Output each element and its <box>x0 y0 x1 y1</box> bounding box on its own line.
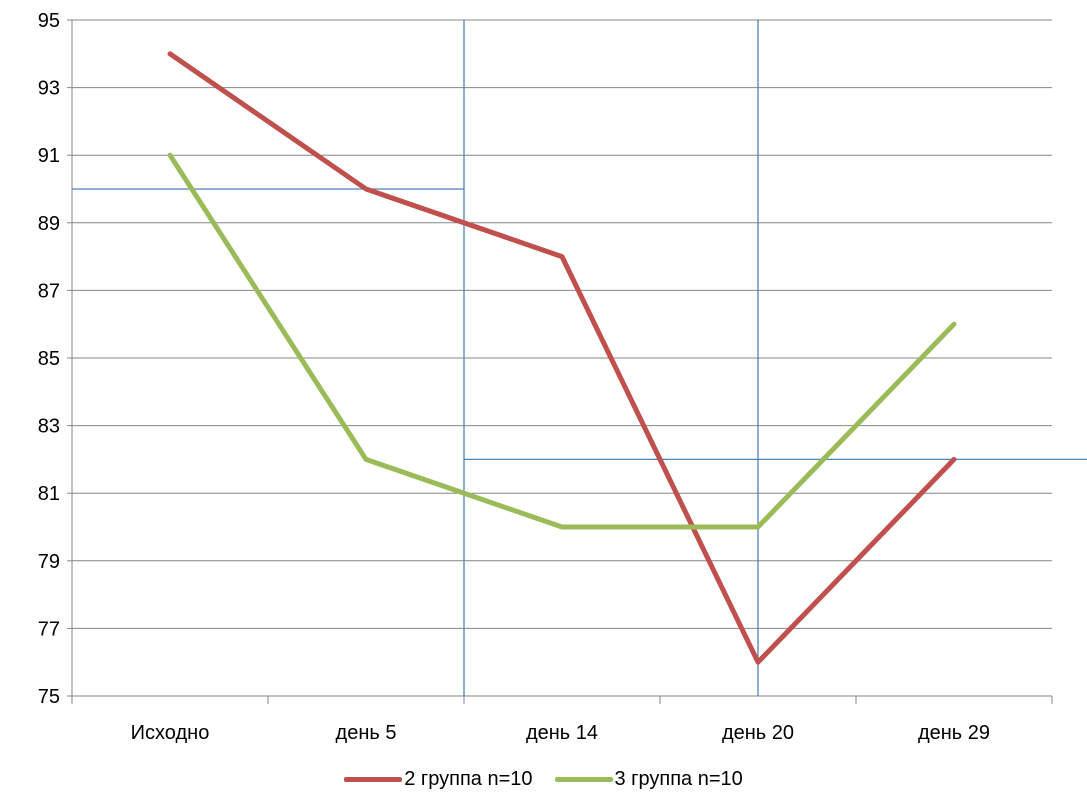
series-lines <box>167 51 957 665</box>
legend-label-series-2: 3 группа n=10 <box>614 768 743 790</box>
reference-lines <box>72 20 1087 696</box>
x-tick-label-2: день 14 <box>526 722 598 744</box>
y-tick-label-81: 81 <box>38 483 60 505</box>
x-tick-label-1: день 5 <box>336 722 397 744</box>
series-line-2 <box>167 152 957 530</box>
x-tick-label-4: день 29 <box>918 722 990 744</box>
gridlines <box>72 19 1052 629</box>
y-tick-label-85: 85 <box>38 348 60 370</box>
x-tick-label-3: день 20 <box>722 722 794 744</box>
y-tick-label-75: 75 <box>38 686 60 708</box>
y-tick-label-87: 87 <box>38 280 60 302</box>
legend-item-series-1: 2 группа n=10 <box>344 768 533 791</box>
legend-item-series-2: 3 группа n=10 <box>554 768 743 791</box>
legend-swatch-series-1 <box>344 777 403 782</box>
y-tick-label-89: 89 <box>38 213 60 235</box>
y-tick-label-79: 79 <box>38 551 60 573</box>
y-tick-label-77: 77 <box>38 618 60 640</box>
x-tick-label-0: Исходно <box>131 722 210 744</box>
legend: 2 группа n=10 3 группа n=10 <box>0 768 1087 791</box>
y-tick-label-95: 95 <box>38 10 60 32</box>
line-chart: 75 77 79 81 83 85 87 89 91 93 95 Исходно день 5 день… <box>38 10 1087 744</box>
y-tick-label-83: 83 <box>38 416 60 438</box>
legend-swatch-series-2 <box>554 777 613 782</box>
axes <box>67 19 1053 704</box>
legend-label-series-1: 2 группа n=10 <box>404 768 533 790</box>
y-tick-labels: 75 77 79 81 83 85 87 89 91 93 95 <box>38 10 60 708</box>
y-tick-label-93: 93 <box>38 78 60 100</box>
y-tick-label-91: 91 <box>38 145 60 167</box>
x-tick-labels: Исходно день 5 день 14 день 20 день 29 <box>131 722 990 744</box>
